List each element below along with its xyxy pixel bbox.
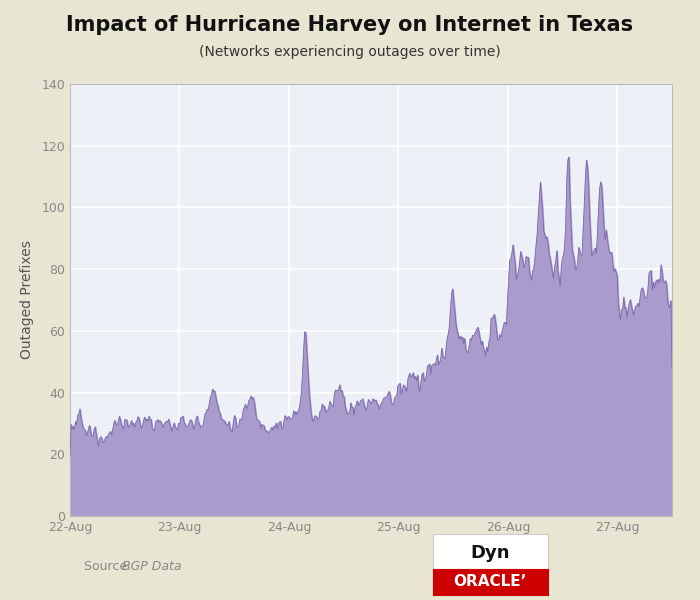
Text: Dyn: Dyn <box>470 544 510 562</box>
Text: BGP Data: BGP Data <box>122 560 182 574</box>
Text: Source:: Source: <box>84 560 135 574</box>
Text: Impact of Hurricane Harvey on Internet in Texas: Impact of Hurricane Harvey on Internet i… <box>66 15 634 35</box>
Y-axis label: Outaged Prefixes: Outaged Prefixes <box>20 241 34 359</box>
Text: ORACLE’: ORACLE’ <box>454 575 527 589</box>
Text: (Networks experiencing outages over time): (Networks experiencing outages over time… <box>199 45 501 59</box>
